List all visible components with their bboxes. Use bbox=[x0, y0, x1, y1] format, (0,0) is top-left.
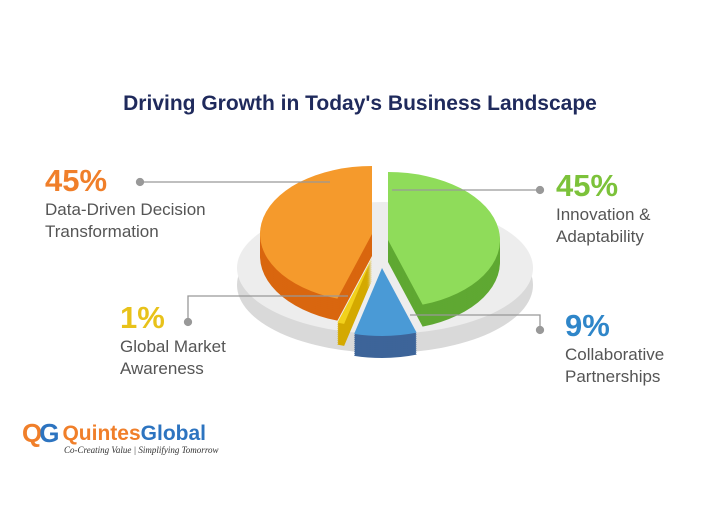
pie-slice-innovation-adaptability bbox=[388, 172, 501, 305]
data-label-pct: 45% bbox=[556, 168, 619, 203]
quintesglobal-logo: QG QuintesGlobal Co-Creating Value | Sim… bbox=[22, 418, 219, 455]
data-label-pct: 1% bbox=[120, 300, 165, 335]
leader-line-global-market bbox=[187, 295, 348, 322]
logo-tagline: Co-Creating Value | Simplifying Tomorrow bbox=[64, 445, 219, 455]
pie-slice-global-market-awareness bbox=[337, 258, 372, 324]
logo-name: QuintesGlobal bbox=[62, 421, 206, 445]
legend-text: Transformation bbox=[45, 222, 159, 241]
legend-text: Data-Driven Decision bbox=[45, 200, 206, 219]
legend-text: Partnerships bbox=[565, 367, 661, 386]
label-data-driven: 45% Data-Driven Decision Transformation bbox=[45, 163, 206, 243]
chart-title: Driving Growth in Today's Business Lands… bbox=[123, 92, 597, 115]
legend-text: Awareness bbox=[120, 359, 204, 378]
legend-text: Innovation & bbox=[556, 205, 651, 224]
data-label-pct: 45% bbox=[45, 163, 108, 198]
logo-mark: QG bbox=[22, 418, 60, 448]
leader-dot bbox=[535, 185, 545, 195]
pie-slice-collaborative-partnerships bbox=[354, 268, 417, 336]
label-global-market: 1% Global Market Awareness bbox=[120, 300, 226, 380]
leader-dot bbox=[183, 317, 193, 327]
pie-slice-data-driven-decision-transformation bbox=[260, 166, 372, 299]
legend-text: Adaptability bbox=[556, 227, 644, 246]
legend-text: Global Market bbox=[120, 337, 226, 356]
legend-text: Collaborative bbox=[565, 345, 665, 364]
data-label-pct: 9% bbox=[565, 308, 610, 343]
leader-dot bbox=[135, 177, 145, 187]
leader-line-collaborative bbox=[410, 314, 541, 330]
leader-dot bbox=[535, 325, 545, 335]
label-collaborative: 9% Collaborative Partnerships bbox=[565, 308, 664, 388]
label-innovation: 45% Innovation & Adaptability bbox=[556, 168, 651, 248]
